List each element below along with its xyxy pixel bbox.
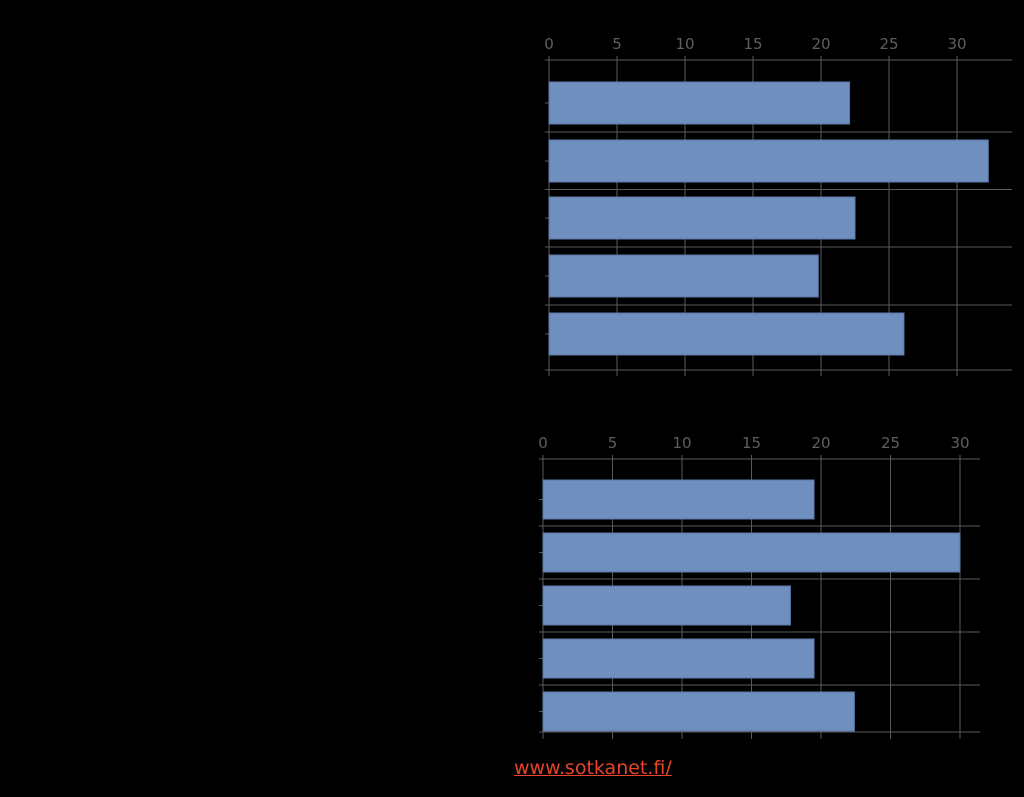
x-tick-label: 20 <box>811 434 830 452</box>
x-tick-label: 20 <box>811 35 830 53</box>
x-tick-label: 5 <box>608 434 618 452</box>
bar <box>548 81 851 125</box>
x-tick-label: 5 <box>612 35 622 53</box>
x-tick-label: 0 <box>538 434 548 452</box>
x-tick-label: 10 <box>675 35 694 53</box>
bar <box>542 479 815 520</box>
x-tick-label: 25 <box>881 434 900 452</box>
source-link[interactable]: www.sotkanet.fi/ <box>514 757 672 779</box>
x-tick-label: 30 <box>947 35 966 53</box>
bar <box>542 532 961 573</box>
x-tick-label: 0 <box>544 35 554 53</box>
top-bar-chart: 0 5 10 15 20 25 30 <box>544 35 1012 376</box>
bottom-bar-chart: 0 5 10 15 20 25 30 <box>538 434 980 739</box>
x-tick-label: 30 <box>950 434 969 452</box>
bar <box>548 312 905 356</box>
bar <box>548 139 989 183</box>
bar <box>542 638 815 679</box>
x-tick-label: 15 <box>743 35 762 53</box>
bar <box>548 196 856 240</box>
x-tick-label: 10 <box>672 434 691 452</box>
bar <box>542 585 791 626</box>
x-tick-label: 15 <box>742 434 761 452</box>
bar <box>548 254 819 298</box>
bar <box>542 691 855 732</box>
x-tick-label: 25 <box>879 35 898 53</box>
